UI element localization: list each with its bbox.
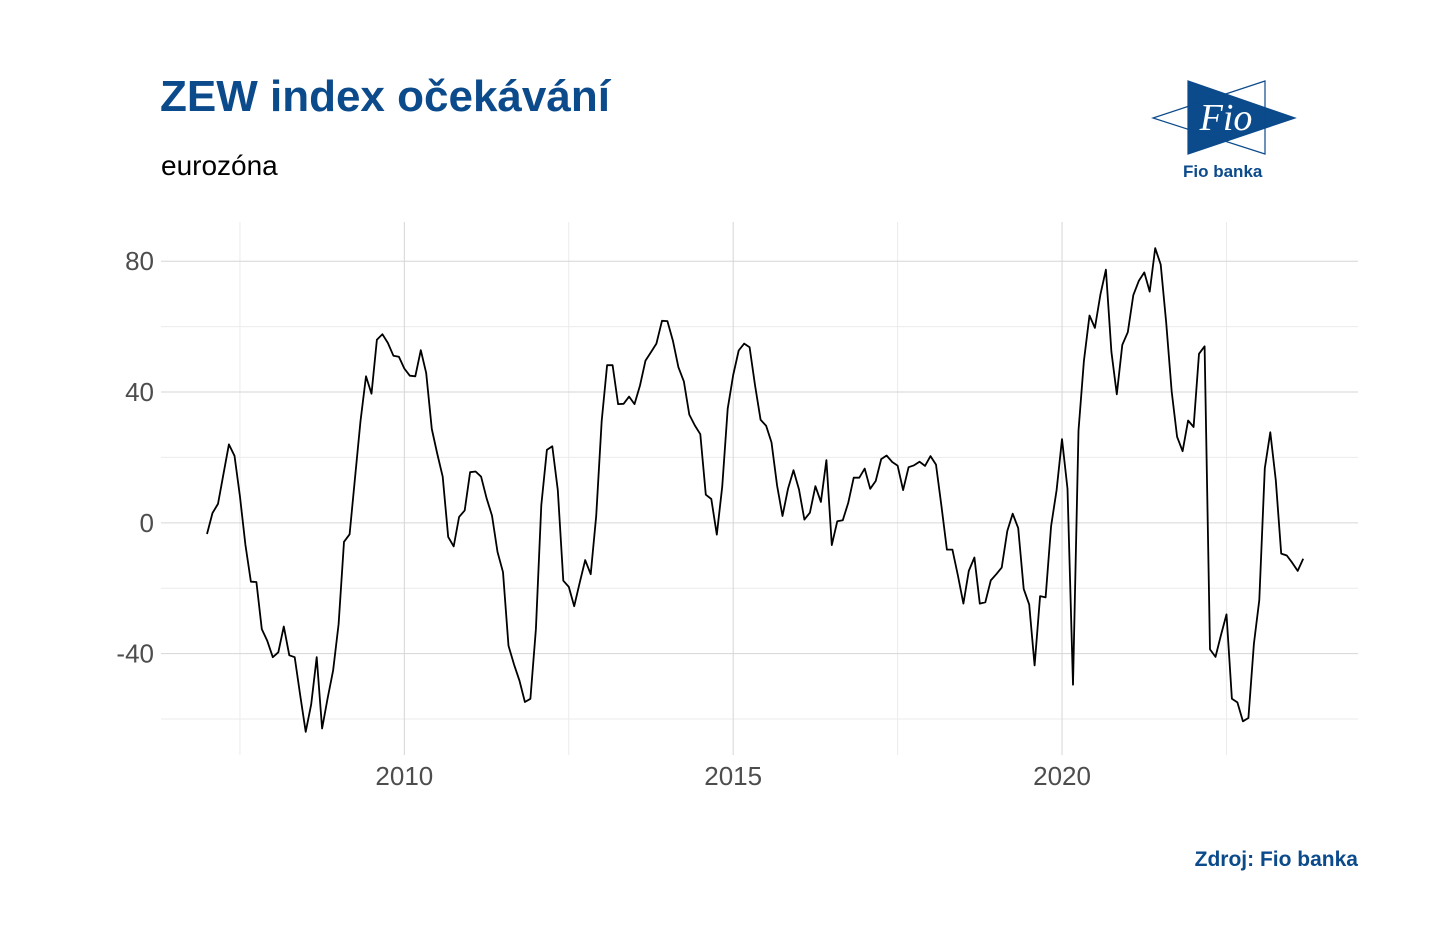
grid-major bbox=[161, 222, 1358, 755]
x-axis-ticks: 2010 2015 2020 bbox=[375, 761, 1091, 791]
chart-subtitle: eurozóna bbox=[161, 150, 278, 181]
series-group bbox=[206, 247, 1305, 733]
y-axis-ticks: 80 40 0 -40 bbox=[116, 246, 154, 668]
logo-mark-text: Fio bbox=[1199, 97, 1253, 139]
x-tick-label: 2010 bbox=[375, 761, 433, 791]
grid-minor bbox=[161, 222, 1358, 755]
logo-caption: Fio banka bbox=[1183, 162, 1263, 181]
series-line bbox=[206, 247, 1305, 733]
x-tick-label: 2020 bbox=[1033, 761, 1091, 791]
fio-logo-icon: Fio bbox=[1151, 80, 1297, 155]
source-note: Zdroj: Fio banka bbox=[1194, 848, 1358, 871]
x-tick-label: 2015 bbox=[704, 761, 762, 791]
y-tick-label: 40 bbox=[125, 377, 154, 407]
y-tick-label: -40 bbox=[116, 639, 154, 669]
chart-title: ZEW index očekávání bbox=[160, 72, 610, 121]
y-tick-label: 0 bbox=[140, 508, 154, 538]
y-tick-label: 80 bbox=[125, 246, 154, 276]
